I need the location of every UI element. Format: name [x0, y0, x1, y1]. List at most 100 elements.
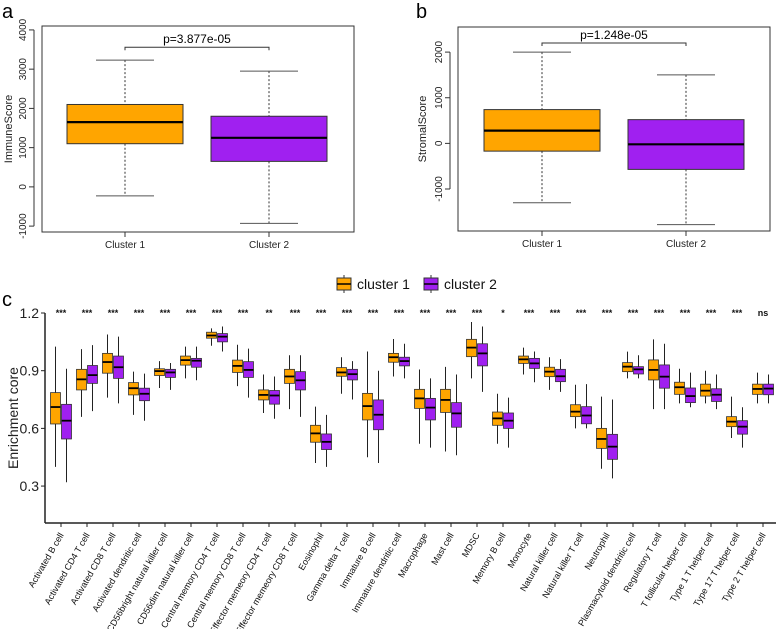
box-body [50, 392, 61, 425]
box-cluster2 [503, 397, 514, 448]
significance-label: *** [186, 308, 197, 318]
significance-label: *** [238, 308, 249, 318]
significance-label: *** [654, 308, 665, 318]
box-body [61, 403, 72, 440]
x-tick-label: Type 17 T helper cell [691, 531, 741, 608]
legend-entry-2: cluster 2 [423, 275, 497, 293]
box-cluster1 [700, 370, 711, 404]
box-cluster1 [648, 339, 659, 410]
box-body [451, 402, 462, 428]
box-cluster1 [596, 396, 607, 469]
x-tick-label: Cluster 1 [105, 240, 145, 251]
x-tick-label: Cluster 2 [666, 239, 706, 250]
y-tick-label: 2000 [18, 97, 29, 120]
box-cluster1 [492, 393, 503, 444]
plot-frame [41, 25, 355, 233]
box-cluster2 [529, 351, 540, 383]
box-body [570, 404, 581, 418]
box-body [674, 381, 685, 395]
box-cluster1 [518, 347, 529, 375]
legend-entry-1: cluster 1 [336, 275, 410, 293]
significance-label: *** [550, 308, 561, 318]
y-tick-label: 0 [434, 140, 445, 146]
box-cluster2 [113, 336, 124, 404]
box-cluster2 [763, 374, 774, 404]
significance-label: *** [446, 308, 457, 318]
significance-label: ns [758, 308, 769, 318]
significance-label: *** [316, 308, 327, 318]
legend-label: cluster 1 [357, 276, 410, 292]
box-cluster1 [128, 371, 139, 415]
significance-bracket [124, 46, 270, 51]
legend: cluster 1 cluster 2 [336, 275, 497, 293]
significance-label: *** [420, 308, 431, 318]
box-cluster2 [87, 345, 98, 412]
y-tick-label: 1000 [18, 136, 29, 159]
significance-label: * [501, 308, 505, 318]
box-cluster1 [76, 349, 87, 417]
box-1 [483, 51, 601, 204]
panel-c: c cluster 1 cluster 2 0.3 0.6 0.9 1.2 Enrichmen… [2, 275, 776, 629]
box-cluster1 [232, 344, 243, 387]
box-cluster2 [425, 378, 436, 448]
panel-label: c [2, 289, 12, 311]
box-2 [210, 70, 328, 224]
box-cluster1 [362, 351, 373, 458]
x-tick-label: Immature dendritic cell [350, 531, 404, 614]
y-tick-label: -1000 [18, 213, 29, 239]
box-cluster2 [295, 355, 306, 417]
box-body [165, 368, 176, 378]
box-cluster1 [258, 374, 269, 413]
significance-label: *** [56, 308, 67, 318]
box-cluster2 [269, 376, 280, 419]
plot-frame [457, 26, 771, 232]
box-cluster1 [674, 368, 685, 404]
y-tick-label: 4000 [18, 18, 29, 41]
box-cluster2 [165, 362, 176, 390]
box-cluster2 [685, 372, 696, 408]
y-tick-label: 0 [18, 184, 29, 190]
p-value-label: p=1.248e-05 [580, 28, 648, 42]
box-body [154, 368, 165, 376]
box-cluster1 [388, 338, 399, 377]
box-body [217, 333, 228, 343]
box-cluster2 [321, 414, 332, 467]
box-cluster1 [414, 369, 425, 444]
box-cluster2 [711, 374, 722, 410]
x-tick-label: Cluster 1 [522, 239, 562, 250]
significance-label: *** [628, 308, 639, 318]
box-cluster1 [50, 346, 61, 467]
y-tick-label: 0.3 [20, 478, 40, 494]
box-body [269, 390, 280, 405]
box-cluster2 [373, 370, 384, 463]
box-cluster1 [284, 355, 295, 410]
significance-label: *** [342, 308, 353, 318]
box-cluster1 [726, 396, 737, 438]
x-tick-label: MDSC [460, 531, 482, 559]
box-cluster2 [243, 348, 254, 398]
legend-label: cluster 2 [444, 276, 497, 292]
x-tick-label: T follicular helper cell [639, 531, 690, 609]
box-body [66, 103, 184, 145]
x-tick-label: Activated dendritic cell [90, 531, 143, 614]
y-axis-title: Enrichment core [5, 367, 21, 469]
box-cluster1 [570, 384, 581, 429]
y-tick-label: -1000 [434, 176, 445, 202]
significance-label: *** [706, 308, 717, 318]
significance-label: *** [524, 308, 535, 318]
box-body [633, 366, 644, 375]
panel-b: b -1000 0 1000 2000 StromalScore Cluster 1 Clus… [416, 1, 771, 250]
significance-label: *** [368, 308, 379, 318]
box-cluster2 [555, 359, 566, 392]
box-cluster2 [477, 326, 488, 392]
y-tick-label: 1000 [434, 86, 445, 109]
significance-label: *** [290, 308, 301, 318]
box-cluster2 [191, 346, 202, 381]
y-axis-title: ImmuneScore [3, 95, 15, 163]
box-cluster2 [581, 384, 592, 429]
significance-label: *** [134, 308, 145, 318]
box-cluster2 [607, 399, 618, 479]
box-cluster1 [154, 361, 165, 388]
significance-label: *** [472, 308, 483, 318]
